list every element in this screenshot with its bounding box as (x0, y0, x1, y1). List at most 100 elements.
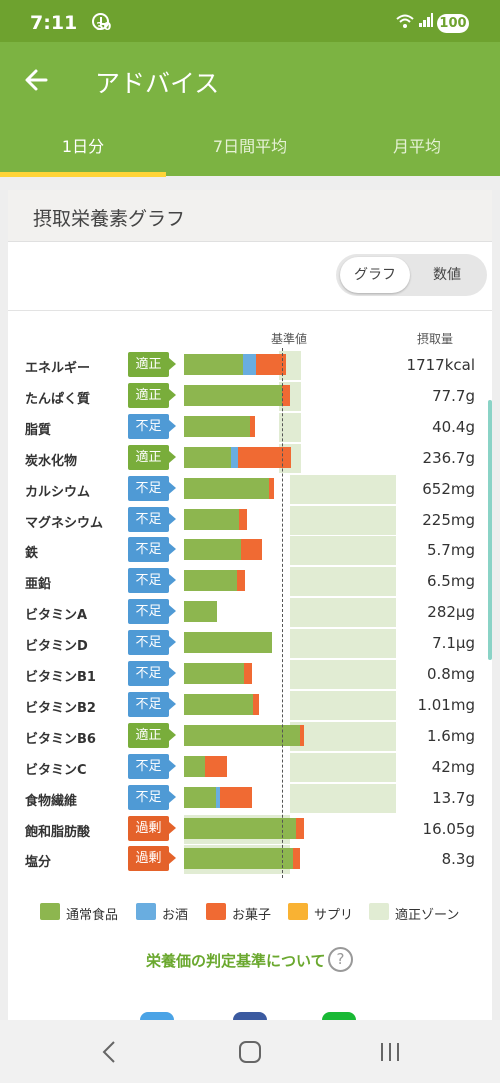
snack-segment (293, 848, 300, 869)
intake-bar (184, 601, 217, 622)
normal-food-segment (184, 478, 269, 499)
nutrient-name: ビタミンB2 (25, 701, 96, 716)
intake-bar (184, 416, 255, 437)
intake-bar (184, 447, 291, 468)
normal-food-segment (184, 787, 216, 808)
facebook-icon[interactable] (233, 1012, 267, 1020)
intake-value: 16.05g (422, 820, 475, 838)
snack-segment (238, 447, 291, 468)
status-badge: 不足 (128, 785, 176, 810)
back-arrow-icon[interactable] (20, 64, 52, 96)
wifi-icon (396, 14, 414, 33)
intake-bar (184, 509, 247, 530)
legend-swatch (369, 903, 389, 920)
nutrient-row: 鉄 不足 5.7mg (0, 535, 500, 566)
legend-label: お菓子 (232, 908, 272, 923)
help-icon[interactable]: ? (328, 947, 353, 972)
nutrient-row: 塩分 過剰 8.3g (0, 844, 500, 875)
snack-segment (205, 756, 227, 777)
intake-bar (184, 570, 245, 591)
snack-segment (300, 725, 304, 746)
proper-zone (290, 784, 396, 813)
snack-segment (269, 478, 274, 499)
normal-food-segment (184, 663, 244, 684)
nutrient-name: 亜鉛 (25, 577, 52, 592)
legend-swatch (206, 903, 226, 920)
intake-value: 5.7mg (427, 541, 475, 559)
status-badge: 不足 (128, 507, 176, 532)
intake-value: 282μg (427, 603, 475, 621)
nutrient-name: たんぱく質 (25, 392, 91, 407)
intake-bar (184, 818, 304, 839)
normal-food-segment (184, 416, 250, 437)
status-bar: 7:11 30 100 (0, 0, 500, 42)
normal-food-segment (184, 385, 282, 406)
nutrient-row: 飽和脂肪酸 過剰 16.05g (0, 814, 500, 845)
nutrient-row: 亜鉛 不足 6.5mg (0, 566, 500, 597)
nutrient-row: マグネシウム 不足 225mg (0, 505, 500, 536)
proper-zone (290, 753, 396, 782)
graph-toggle-button[interactable]: グラフ (340, 257, 410, 293)
twitter-icon[interactable] (140, 1012, 174, 1020)
alcohol-segment (216, 787, 220, 808)
alcohol-segment (231, 447, 238, 468)
status-badge: 過剰 (128, 846, 176, 871)
status-badge: 不足 (128, 537, 176, 562)
numeric-toggle-button[interactable]: 数値 (433, 267, 461, 283)
intake-value: 1717kcal (406, 356, 475, 374)
status-badge: 過剰 (128, 816, 176, 841)
intake-value: 42mg (431, 758, 475, 776)
tab-monthly-average[interactable]: 月平均 (392, 137, 441, 156)
normal-food-segment (184, 539, 241, 560)
normal-food-segment (184, 509, 239, 530)
nutrient-name: 炭水化物 (25, 454, 78, 469)
snack-segment (241, 539, 262, 560)
status-badge: 不足 (128, 630, 176, 655)
proper-zone (290, 475, 396, 504)
status-badge: 不足 (128, 414, 176, 439)
status-badge: 適正 (128, 723, 176, 748)
intake-value: 652mg (422, 480, 475, 498)
normal-food-segment (184, 725, 300, 746)
status-badge: 適正 (128, 445, 176, 470)
nutrient-name: 飽和脂肪酸 (25, 825, 91, 840)
legend-label: 通常食品 (66, 908, 119, 923)
nav-recents-icon[interactable] (376, 1038, 404, 1066)
intake-value: 236.7g (422, 449, 475, 467)
criteria-link[interactable]: 栄養価の判定基準について (146, 952, 326, 970)
tab-seven-day-average[interactable]: 7日間平均 (212, 137, 288, 156)
nav-home-icon[interactable] (236, 1038, 264, 1066)
app-bar: アドバイス (0, 42, 500, 120)
legend-swatch (288, 903, 308, 920)
intake-value: 8.3g (441, 850, 475, 868)
normal-food-segment (184, 694, 253, 715)
line-icon[interactable] (322, 1012, 356, 1020)
nutrient-row: ビタミンB6 適正 1.6mg (0, 721, 500, 752)
intake-bar (184, 354, 286, 375)
divider (8, 310, 492, 311)
legend-label: サプリ (314, 908, 354, 923)
nutrient-graph-card: 摂取栄養素グラフ グラフ 数値 (8, 190, 492, 1030)
normal-food-segment (184, 447, 231, 468)
tab-one-day[interactable]: 1日分 (61, 137, 105, 156)
nutrient-row: 炭水化物 適正 236.7g (0, 443, 500, 474)
intake-value: 6.5mg (427, 572, 475, 590)
snack-segment (250, 416, 255, 437)
intake-value: 1.01mg (417, 696, 475, 714)
battery-icon: 100 (437, 14, 469, 33)
nav-back-icon[interactable] (96, 1038, 124, 1066)
normal-food-segment (184, 756, 205, 777)
normal-food-segment (184, 601, 217, 622)
signal-icon (418, 12, 434, 32)
scrollbar[interactable] (488, 400, 492, 660)
status-time: 7:11 (30, 12, 78, 34)
period-tabs: 1日分 7日間平均 月平均 (0, 120, 500, 176)
intake-value: 225mg (422, 511, 475, 529)
page-title: アドバイス (95, 69, 220, 98)
snack-segment (296, 818, 304, 839)
intake-bar (184, 848, 300, 869)
snack-segment (239, 509, 247, 530)
nutrient-name: ビタミンA (25, 608, 88, 623)
intake-value: 7.1μg (432, 634, 475, 652)
nutrient-name: 食物繊維 (25, 794, 78, 809)
